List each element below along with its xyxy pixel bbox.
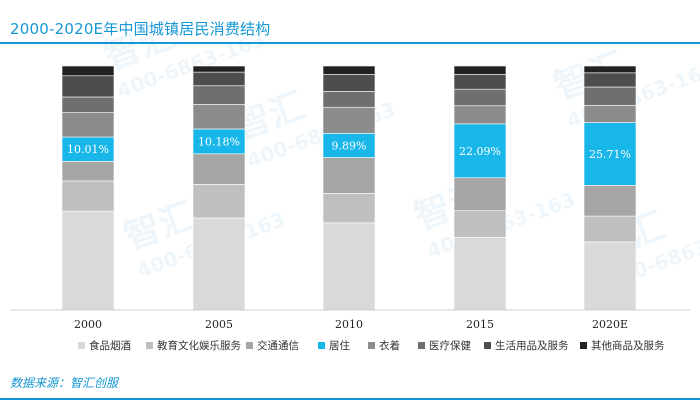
data-label: 10.01% (67, 143, 109, 156)
data-label: 9.89% (332, 139, 367, 152)
legend-swatch (368, 342, 375, 349)
bar-segment (583, 72, 637, 88)
title-divider (0, 42, 700, 44)
legend-swatch (318, 342, 325, 349)
bar-segment (61, 112, 115, 138)
bar-segment (322, 193, 376, 224)
bar-segment (453, 73, 507, 90)
bar-segment (453, 210, 507, 238)
bar-segment (583, 86, 637, 106)
bar-segment (583, 65, 637, 74)
bar-segment (453, 65, 507, 75)
bar-segment (192, 128, 246, 155)
legend-swatch (418, 342, 425, 349)
bar-segment (453, 177, 507, 211)
x-tick-label: 2005 (205, 318, 233, 331)
source-note: 数据来源：智汇创服 (10, 376, 119, 390)
bar-segment (192, 104, 246, 130)
bar-segment (583, 215, 637, 243)
bar-segment (322, 133, 376, 158)
bar-segment (453, 123, 507, 179)
bar-segment (61, 161, 115, 182)
bar-segment (322, 157, 376, 194)
data-label: 22.09% (459, 145, 501, 158)
bar-segment (61, 180, 115, 212)
legend-swatch (78, 342, 85, 349)
bottom-divider (0, 398, 700, 400)
bar-segment (322, 65, 376, 75)
x-tick-label: 2010 (335, 318, 363, 331)
legend-swatch (246, 342, 253, 349)
x-tick-labels: 2000 2005 2010 2015 2020E (74, 318, 628, 331)
x-tick-label: 2020E (592, 318, 628, 331)
legend-label: 衣着 (379, 339, 400, 352)
bar-segment (192, 85, 246, 105)
legend-label: 其他商品及服务 (591, 339, 665, 352)
bar-segment (192, 71, 246, 87)
legend-label: 医疗保健 (429, 339, 471, 352)
x-tick-label: 2015 (466, 318, 494, 331)
legend-swatch (580, 342, 587, 349)
bar-segment (61, 96, 115, 113)
legend-label: 生活用品及服务 (495, 339, 569, 352)
bar-segment (192, 65, 246, 73)
legend-swatch (146, 342, 153, 349)
bar-segment (583, 122, 637, 186)
bar-segment (61, 75, 115, 98)
bar-segment (61, 210, 115, 311)
chart-title: 2000-2020E年中国城镇居民消费结构 (10, 20, 271, 38)
data-label: 10.18% (198, 135, 240, 148)
bar-segment (192, 184, 246, 219)
legend-label: 居住 (329, 339, 350, 352)
bar-segment (583, 185, 637, 217)
x-tick-label: 2000 (74, 318, 102, 331)
bar-segment (192, 153, 246, 185)
bar-segment (61, 136, 115, 162)
legend: 食品烟酒 教育文化娱乐服务 交通通信 居住 衣着 医疗保健 生活用品及服务 其他商品及服务 (78, 339, 665, 352)
bar-segment (583, 104, 637, 123)
bar-segment (453, 105, 507, 125)
bar-segment (322, 222, 376, 311)
legend-label: 交通通信 (257, 339, 299, 352)
bar-segment (453, 237, 507, 311)
data-label: 25.71% (589, 148, 631, 161)
bars: 10.01% 10.18% 9.89% 22.09% 25.71% (61, 65, 637, 311)
legend-swatch (484, 342, 491, 349)
legend-label: 食品烟酒 (89, 339, 131, 352)
bar-segment (192, 217, 246, 311)
bar-segment (453, 88, 507, 107)
bar-segment (322, 106, 376, 134)
bar-segment (322, 91, 376, 108)
bar-segment (583, 241, 637, 311)
bar-segment (322, 73, 376, 92)
bar-segment (61, 65, 115, 77)
legend-label: 教育文化娱乐服务 (157, 339, 241, 352)
